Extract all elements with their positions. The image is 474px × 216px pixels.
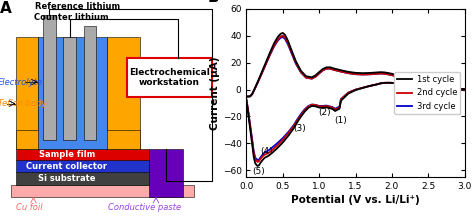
3rd cycle [298,71,304,74]
Y-axis label: Current (μA): Current (μA) [210,56,220,130]
1st cycle [255,165,260,167]
Text: Cu foil: Cu foil [16,203,42,212]
FancyBboxPatch shape [127,58,211,97]
2nd cycle [244,98,249,101]
2nd cycle [320,69,326,72]
Text: (3): (3) [293,124,306,133]
1st cycle [298,70,304,72]
2nd cycle [255,160,260,163]
1st cycle [244,100,249,103]
Text: Teflon body: Teflon body [0,99,46,108]
Bar [38,37,107,149]
2nd cycle [418,84,424,86]
X-axis label: Potential (V vs. Li/Li⁺): Potential (V vs. Li/Li⁺) [291,195,420,205]
3rd cycle [286,130,292,133]
Text: Sample film: Sample film [39,150,95,159]
2nd cycle [418,86,424,88]
Text: Electrochemical
workstation: Electrochemical workstation [129,68,210,87]
Text: Current collector: Current collector [27,162,107,171]
3rd cycle [320,69,326,72]
Bar [11,185,194,197]
1st cycle [353,71,358,74]
Text: (5): (5) [253,167,265,176]
Bar [44,15,56,140]
Bar [149,149,182,197]
Text: (1): (1) [335,116,347,125]
3rd cycle [418,84,424,86]
Bar [16,172,149,185]
Text: (2): (2) [319,108,331,117]
3rd cycle [244,98,249,101]
Bar [16,149,149,160]
Bar [16,160,149,172]
1st cycle [418,86,424,88]
3rd cycle [280,36,286,38]
Line: 1st cycle: 1st cycle [246,33,465,166]
Text: (4): (4) [261,147,273,156]
3rd cycle [353,73,358,75]
Line: 3rd cycle: 3rd cycle [246,37,465,160]
1st cycle [418,82,424,85]
Bar [107,37,140,149]
Text: Electrolyte: Electrolyte [0,78,43,87]
Legend: 1st cycle, 2nd cycle, 3rd cycle: 1st cycle, 2nd cycle, 3rd cycle [394,72,460,114]
Text: Si substrate: Si substrate [38,174,96,183]
2nd cycle [286,131,292,134]
Bar [64,37,76,140]
Text: B: B [207,0,219,5]
3rd cycle [244,95,249,98]
1st cycle [280,32,286,34]
Text: Counter lithium: Counter lithium [34,13,109,22]
2nd cycle [298,71,304,73]
Bar [83,26,96,140]
2nd cycle [280,34,286,37]
Text: Reference lithium: Reference lithium [36,2,120,11]
3rd cycle [255,159,260,161]
2nd cycle [353,73,358,75]
1st cycle [286,134,292,137]
Text: Conductive paste: Conductive paste [108,203,182,212]
Line: 2nd cycle: 2nd cycle [246,36,465,162]
Text: A: A [0,1,12,16]
1st cycle [320,68,326,70]
3rd cycle [418,86,424,88]
Bar [16,37,38,149]
Bar [16,130,140,149]
2nd cycle [244,95,249,98]
1st cycle [244,95,249,98]
